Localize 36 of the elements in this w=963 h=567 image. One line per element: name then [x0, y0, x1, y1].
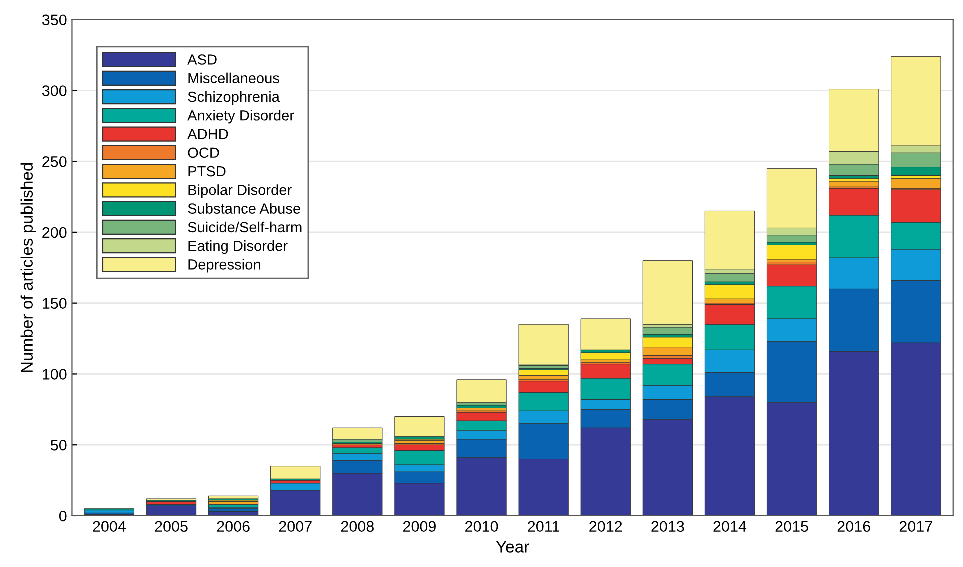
x-tick-label: 2009 — [403, 521, 436, 532]
y-axis-title: Number of articles published — [20, 163, 36, 372]
y-tick-label: 50 — [50, 440, 67, 451]
legend-label: Bipolar Disorder — [188, 184, 292, 198]
x-tick-label: 2017 — [900, 521, 932, 532]
legend-label: Depression — [188, 259, 260, 273]
legend-label: Suicide/Self-harm — [188, 222, 302, 233]
legend-label: ASD — [188, 54, 217, 65]
y-tick-label: 100 — [43, 369, 67, 380]
x-tick-label: 2005 — [155, 521, 188, 532]
x-tick-label: 2012 — [590, 521, 622, 532]
legend-label: Anxiety Disorder — [188, 110, 294, 124]
x-tick-label: 2016 — [838, 521, 870, 532]
y-tick-label: 150 — [43, 298, 67, 310]
legend-label: Eating Disorder — [188, 240, 288, 254]
y-tick-label: 0 — [59, 510, 67, 522]
x-tick-label: 2004 — [93, 521, 126, 532]
x-tick-label: 2013 — [652, 521, 684, 532]
x-tick-label: 2015 — [776, 521, 808, 532]
y-tick-label: 300 — [42, 86, 67, 96]
y-tick-label: 200 — [42, 227, 67, 238]
legend-label: OCD — [188, 148, 220, 158]
legend-label: Miscellaneous — [188, 72, 280, 84]
legend-label: ADHD — [188, 129, 228, 140]
x-axis-title: Year — [496, 541, 530, 553]
y-tick-label: 250 — [42, 156, 67, 168]
x-tick-label: 2007 — [279, 521, 312, 532]
legend-label: Substance Abuse — [188, 203, 300, 214]
x-tick-label: 2008 — [341, 521, 374, 532]
x-tick-label: 2011 — [528, 521, 560, 532]
x-tick-label: 2014 — [714, 521, 747, 532]
x-tick-label: 2006 — [217, 521, 250, 532]
x-tick-label: 2010 — [466, 521, 498, 532]
y-tick-label: 350 — [42, 14, 67, 26]
legend-label: Schizophrenia — [188, 91, 280, 106]
legend-label: PTSD — [188, 166, 226, 177]
